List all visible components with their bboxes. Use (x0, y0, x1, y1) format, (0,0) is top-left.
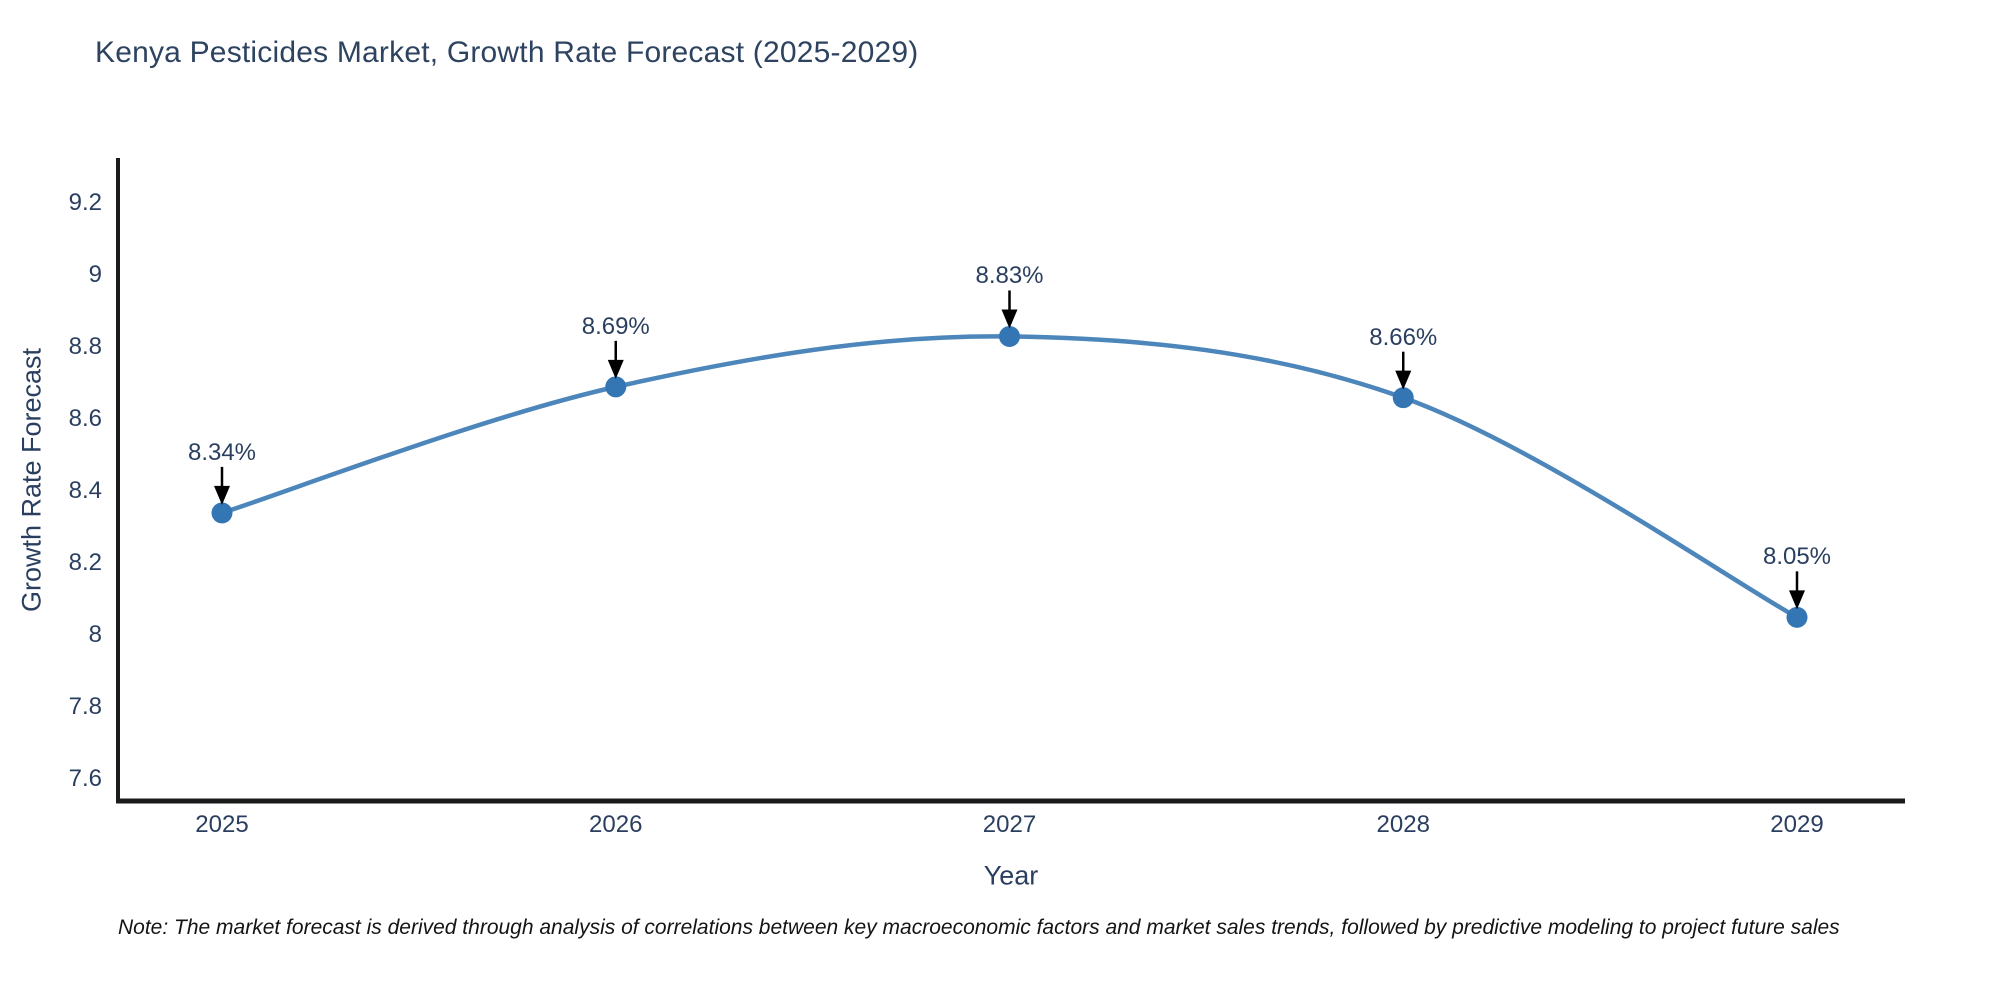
data-point-2029[interactable] (1786, 606, 1808, 628)
annotation-arrowhead (1789, 590, 1805, 610)
y-tick-label: 9 (88, 261, 102, 289)
annotation-label: 8.34% (187, 438, 257, 466)
x-tick-label: 2027 (982, 811, 1037, 838)
x-tick-label: 2028 (1376, 811, 1430, 838)
footnote: Note: The market forecast is derived thr… (118, 916, 1840, 939)
annotation-arrowhead (214, 485, 230, 505)
y-tick-label: 8.6 (68, 405, 102, 433)
data-point-2026[interactable] (605, 376, 627, 398)
annotation-label: 8.69% (581, 312, 650, 340)
annotation-arrowhead (1001, 309, 1018, 329)
annotation-arrowhead (607, 359, 624, 379)
y-tick-label: 8 (88, 621, 102, 649)
y-tick-label: 8.2 (68, 549, 102, 577)
trend-line (219, 334, 1800, 620)
data-point-2025[interactable] (211, 502, 233, 524)
y-tick-label: 7.8 (68, 693, 102, 721)
data-point-2028[interactable] (1392, 387, 1414, 409)
annotation-label: 8.83% (975, 262, 1044, 290)
annotation-arrowhead (1395, 370, 1412, 390)
annotation-label: 8.66% (1369, 323, 1438, 351)
x-axis-title: Year (983, 860, 1039, 891)
x-tick-label: 2025 (195, 811, 249, 838)
y-tick-label: 8.4 (68, 477, 102, 505)
data-point-2027[interactable] (999, 325, 1020, 347)
x-tick-label: 2029 (1770, 811, 1824, 838)
y-tick-label: 9.2 (68, 189, 102, 217)
y-tick-label: 8.8 (68, 333, 102, 361)
annotation-label: 8.05% (1762, 543, 1832, 571)
chart-title: Kenya Pesticides Market, Growth Rate For… (95, 36, 919, 69)
x-tick-label: 2026 (589, 811, 643, 838)
y-tick-label: 7.6 (68, 765, 102, 793)
